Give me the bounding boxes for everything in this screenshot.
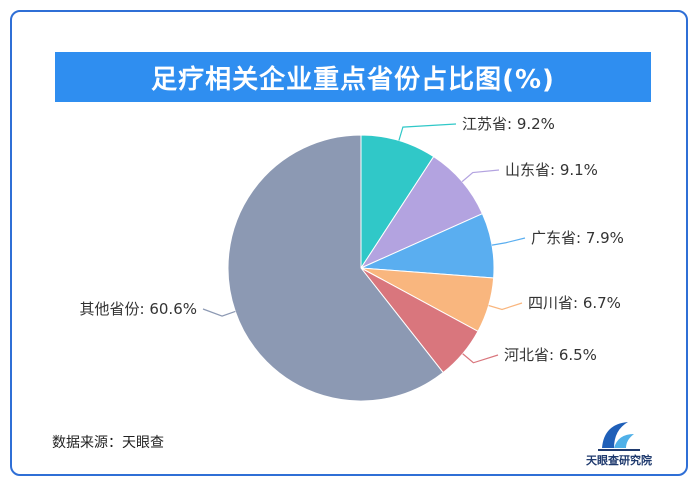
- leader-line-2: [461, 169, 500, 183]
- slice-label-3: 广东省: 7.9%: [531, 229, 624, 247]
- data-source: 数据来源：天眼查: [52, 435, 164, 451]
- tianyancha-logo: 天眼查研究院: [584, 414, 654, 470]
- chart-title: 足疗相关企业重点省份占比图(%): [151, 64, 555, 95]
- leader-line-5: [462, 353, 499, 364]
- slice-label-6: 其他省份: 60.6%: [80, 300, 197, 318]
- logo-text: 天眼查研究院: [586, 454, 652, 467]
- leader-line-1: [398, 123, 457, 141]
- leader-line-6: [202, 308, 236, 317]
- leader-line-4: [488, 302, 523, 311]
- logo-icon: [598, 422, 640, 451]
- slice-label-4: 四川省: 6.7%: [528, 294, 621, 312]
- slice-label-1: 江苏省: 9.2%: [462, 115, 555, 133]
- title-bar: 足疗相关企业重点省份占比图(%): [55, 52, 651, 102]
- slice-label-2: 山东省: 9.1%: [505, 161, 598, 179]
- leader-line-3: [491, 237, 526, 246]
- pie-slice-6: [227, 134, 444, 402]
- slice-label-5: 河北省: 6.5%: [504, 346, 597, 364]
